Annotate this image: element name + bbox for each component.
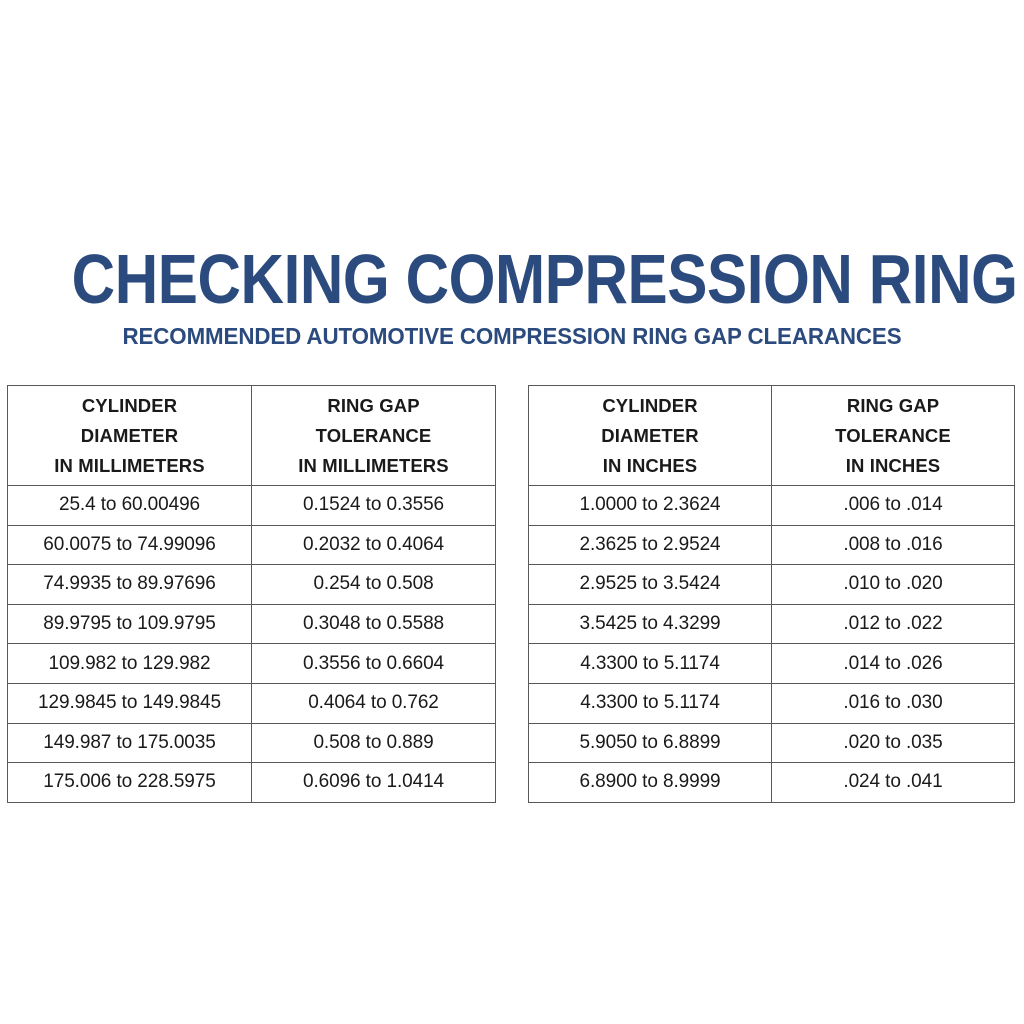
table-row: 60.0075 to 74.99096 0.2032 to 0.4064 (7, 524, 496, 566)
cell-diameter: 2.3625 to 2.9524 (528, 524, 772, 566)
header-line: RING GAP (846, 394, 940, 416)
metric-table-container: CYLINDER DIAMETER IN MILLIMETERS RING GA… (7, 385, 496, 803)
metric-table-body: 25.4 to 60.00496 0.1524 to 0.3556 60.007… (7, 485, 496, 803)
imperial-table-body: 1.0000 to 2.3624 .006 to .014 2.3625 to … (528, 485, 1015, 803)
table-header-row: CYLINDER DIAMETER IN INCHES RING GAP TOL… (528, 385, 1015, 486)
header-line: DIAMETER (601, 424, 699, 446)
cell-tolerance: 0.254 to 0.508 (251, 564, 496, 605)
cell-diameter: 89.9795 to 109.9795 (7, 603, 252, 645)
table-row: 149.987 to 175.0035 0.508 to 0.889 (7, 722, 496, 764)
metric-table-header: CYLINDER DIAMETER IN MILLIMETERS RING GA… (7, 385, 496, 486)
table-row: 175.006 to 228.5975 0.6096 to 1.0414 (7, 762, 496, 803)
cell-tolerance: 0.6096 to 1.0414 (251, 762, 496, 803)
cell-tolerance: .012 to .022 (771, 603, 1015, 645)
cell-diameter: 175.006 to 228.5975 (7, 762, 252, 803)
cell-tolerance: .008 to .016 (771, 524, 1015, 566)
cell-diameter: 60.0075 to 74.99096 (7, 524, 252, 566)
cell-tolerance: 0.2032 to 0.4064 (251, 524, 496, 566)
metric-ring-gap-table: CYLINDER DIAMETER IN MILLIMETERS RING GA… (7, 385, 496, 803)
imperial-table-header: CYLINDER DIAMETER IN INCHES RING GAP TOL… (528, 385, 1015, 486)
cell-diameter: 25.4 to 60.00496 (7, 485, 252, 526)
cell-diameter: 149.987 to 175.0035 (7, 722, 252, 764)
header-line: CYLINDER (602, 394, 698, 416)
cell-tolerance: 0.3048 to 0.5588 (251, 603, 496, 645)
table-row: 4.3300 to 5.1174 .014 to .026 (528, 643, 1015, 684)
table-row: 25.4 to 60.00496 0.1524 to 0.3556 (7, 485, 496, 526)
cell-diameter: 4.3300 to 5.1174 (528, 682, 772, 724)
header-line: IN INCHES (602, 454, 698, 476)
header-line: TOLERANCE (315, 424, 432, 446)
cell-diameter: 74.9935 to 89.97696 (7, 564, 252, 605)
table-row: 6.8900 to 8.9999 .024 to .041 (528, 762, 1015, 803)
table-row: 129.9845 to 149.9845 0.4064 to 0.762 (7, 682, 496, 724)
header-line: IN MILLIMETERS (54, 454, 205, 476)
header-line: RING GAP (327, 394, 420, 416)
cell-tolerance: .006 to .014 (771, 485, 1015, 526)
header-line: IN MILLIMETERS (298, 454, 449, 476)
metric-tolerance-header: RING GAP TOLERANCE IN MILLIMETERS (251, 385, 496, 486)
cell-tolerance: 0.1524 to 0.3556 (251, 485, 496, 526)
cell-tolerance: 0.4064 to 0.762 (251, 682, 496, 724)
cell-tolerance: 0.508 to 0.889 (251, 722, 496, 764)
header-line: IN INCHES (845, 454, 941, 476)
cell-tolerance: .020 to .035 (771, 722, 1015, 764)
cell-tolerance: .014 to .026 (771, 643, 1015, 684)
cell-diameter: 1.0000 to 2.3624 (528, 485, 772, 526)
cell-tolerance: .024 to .041 (771, 762, 1015, 803)
header-line: TOLERANCE (835, 424, 951, 446)
cell-diameter: 6.8900 to 8.9999 (528, 762, 772, 803)
cell-tolerance: .016 to .030 (771, 682, 1015, 724)
cell-tolerance: .010 to .020 (771, 564, 1015, 605)
header-line: CYLINDER (81, 394, 178, 416)
table-row: 5.9050 to 6.8899 .020 to .035 (528, 722, 1015, 764)
page-title: CHECKING COMPRESSION RING GAPS (71, 239, 1024, 318)
table-header-row: CYLINDER DIAMETER IN MILLIMETERS RING GA… (7, 385, 496, 486)
table-row: 2.3625 to 2.9524 .008 to .016 (528, 524, 1015, 566)
imperial-diameter-header: CYLINDER DIAMETER IN INCHES (528, 385, 772, 486)
cell-diameter: 2.9525 to 3.5424 (528, 564, 772, 605)
header-line: DIAMETER (80, 424, 179, 446)
cell-tolerance: 0.3556 to 0.6604 (251, 643, 496, 684)
metric-diameter-header: CYLINDER DIAMETER IN MILLIMETERS (7, 385, 252, 486)
cell-diameter: 109.982 to 129.982 (7, 643, 252, 684)
table-row: 74.9935 to 89.97696 0.254 to 0.508 (7, 564, 496, 605)
table-row: 109.982 to 129.982 0.3556 to 0.6604 (7, 643, 496, 684)
table-row: 2.9525 to 3.5424 .010 to .020 (528, 564, 1015, 605)
imperial-table-container: CYLINDER DIAMETER IN INCHES RING GAP TOL… (528, 385, 1015, 803)
table-row: 89.9795 to 109.9795 0.3048 to 0.5588 (7, 603, 496, 645)
table-row: 3.5425 to 4.3299 .012 to .022 (528, 603, 1015, 645)
imperial-tolerance-header: RING GAP TOLERANCE IN INCHES (771, 385, 1015, 486)
table-row: 4.3300 to 5.1174 .016 to .030 (528, 682, 1015, 724)
cell-diameter: 4.3300 to 5.1174 (528, 643, 772, 684)
imperial-ring-gap-table: CYLINDER DIAMETER IN INCHES RING GAP TOL… (528, 385, 1015, 803)
cell-diameter: 129.9845 to 149.9845 (7, 682, 252, 724)
cell-diameter: 3.5425 to 4.3299 (528, 603, 772, 645)
cell-diameter: 5.9050 to 6.8899 (528, 722, 772, 764)
page-subtitle: RECOMMENDED AUTOMOTIVE COMPRESSION RING … (122, 323, 902, 350)
table-row: 1.0000 to 2.3624 .006 to .014 (528, 485, 1015, 526)
